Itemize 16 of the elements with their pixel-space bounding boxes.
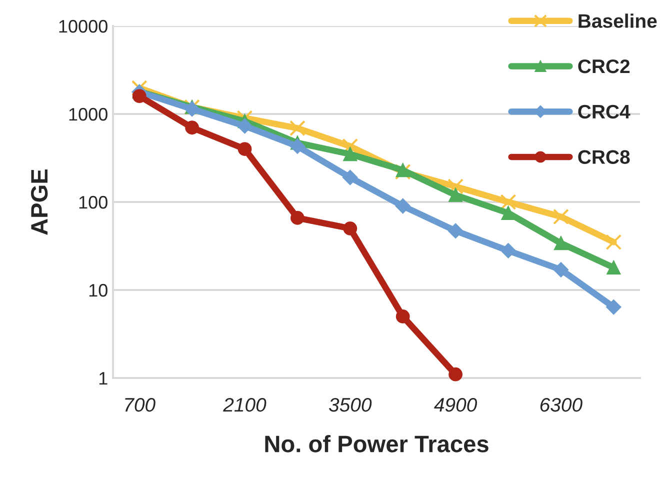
- x-tick-label: 4900: [434, 398, 478, 412]
- x-tick-label: 6300: [540, 398, 582, 412]
- y-axis-title: APGE: [30, 169, 48, 235]
- legend-label: CRC4: [578, 104, 630, 119]
- x-tick-label: 3500: [328, 398, 372, 412]
- y-tick-label: 100: [79, 196, 108, 209]
- x-tick-label: 700: [125, 398, 156, 412]
- x-axis-title: No. of Power Traces: [265, 435, 488, 452]
- legend-label: CRC2: [578, 59, 630, 74]
- y-tick-label: 10: [89, 284, 108, 297]
- y-tick-label: 1000: [69, 108, 108, 121]
- x-tick-label: 2100: [223, 398, 266, 412]
- y-tick-label: 10000: [59, 20, 108, 33]
- legend-label: CRC8: [578, 150, 630, 164]
- y-tick-label: 1: [99, 372, 108, 385]
- legend-label: Baseline: [578, 14, 657, 28]
